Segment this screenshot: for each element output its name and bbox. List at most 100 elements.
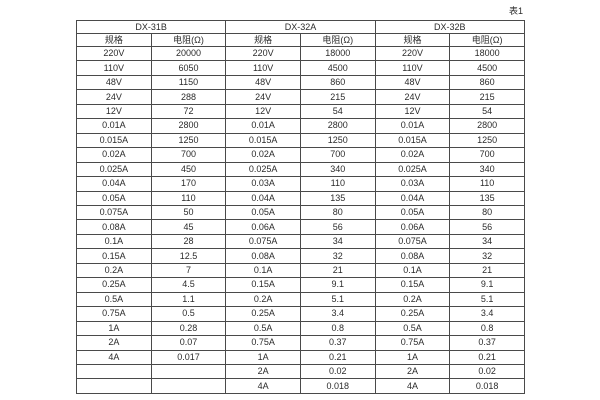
table-cell: 0.025A (225, 161, 301, 178)
table-cell: 3.4 (449, 306, 525, 322)
table-cell: 4A (374, 378, 451, 394)
table-cell: 0.015A (374, 132, 451, 149)
table-row: 0.025A 450 0.025A 340 0.025A 340 (76, 161, 525, 178)
table-cell: 860 (299, 74, 376, 91)
group-header-dx32a: DX-32A (225, 20, 376, 34)
table-cell: 0.5A (225, 320, 301, 337)
table-cell: 0.2A (225, 291, 301, 308)
table-cell: 4A (225, 378, 301, 394)
table-cell: 0.075A (374, 233, 451, 250)
table-cell: 72 (150, 103, 227, 120)
table-cell: 21 (299, 262, 376, 279)
table-cell: 0.15A (374, 277, 451, 293)
table-cell: 450 (150, 161, 227, 178)
table-row: 0.04A 170 0.03A 110 0.03A 110 (76, 176, 525, 192)
table-row: 220V 20000 220V 18000 220V 18000 (76, 45, 525, 62)
table-cell: 12V (374, 103, 451, 120)
table-cell: 2A (225, 363, 301, 380)
table-cell: 700 (449, 147, 525, 163)
table-cell: 0.07 (150, 335, 227, 351)
table-cell: 0.01A (225, 118, 301, 134)
table-cell: 45 (150, 219, 227, 235)
table-cell: 220V (374, 45, 451, 62)
table-cell: 0.5 (150, 306, 227, 322)
table-body: 220V 20000 220V 18000 220V 18000 110V 6050 110V 4… (76, 45, 525, 394)
group-header-row: DX-31B DX-32A DX-32B (75, 20, 526, 34)
table-row: 2A 0.02 2A 0.02 (76, 363, 525, 380)
table-cell: 0.02A (76, 147, 152, 163)
table-cell: 28 (150, 233, 227, 250)
table-cell: 7 (150, 262, 227, 279)
table-cell: 860 (449, 74, 525, 91)
column-header-resistance: 电阻(Ω) (299, 33, 376, 47)
table-cell: 0.05A (76, 190, 152, 207)
table-cell: 0.21 (299, 349, 376, 365)
table-cell (150, 378, 227, 394)
table-cell: 34 (449, 233, 525, 250)
table-cell: 2800 (299, 118, 376, 134)
table-cell: 288 (150, 89, 227, 105)
table-cell: 0.05A (374, 204, 451, 221)
table-cell: 12V (225, 103, 301, 120)
table-row: 0.25A 4.5 0.15A 9.1 0.15A 9.1 (76, 277, 525, 293)
table-cell: 0.1A (225, 262, 301, 279)
table-row: 0.5A 1.1 0.2A 5.1 0.2A 5.1 (76, 291, 525, 308)
table-row: 48V 1150 48V 860 48V 860 (76, 74, 525, 91)
table-cell: 0.02A (374, 147, 451, 163)
table-cell: 4.5 (150, 277, 227, 293)
resistance-spec-table: DX-31B DX-32A DX-32B 规格 电阻(Ω) 规格 电阻(Ω) 规… (75, 20, 526, 394)
table-row: 0.1A 28 0.075A 34 0.075A 34 (76, 233, 525, 250)
table-cell: 135 (299, 190, 376, 207)
table-cell: 80 (299, 204, 376, 221)
table-cell: 0.08A (225, 248, 301, 264)
table-cell: 0.025A (76, 161, 152, 178)
table-cell: 0.25A (374, 306, 451, 322)
table-cell: 56 (449, 219, 525, 235)
table-cell: 0.2A (76, 262, 152, 279)
table-cell: 4A (76, 349, 152, 365)
table-cell: 0.08A (374, 248, 451, 264)
table-cell: 54 (449, 103, 525, 120)
column-header-spec: 规格 (374, 33, 451, 47)
table-cell: 0.018 (449, 378, 525, 394)
column-header-spec: 规格 (76, 33, 152, 47)
table-cell: 0.08A (76, 219, 152, 235)
table-cell: 110V (76, 60, 152, 76)
table-cell: 24V (225, 89, 301, 105)
table-cell: 0.02 (449, 363, 525, 380)
table-row: 4A 0.017 1A 0.21 1A 0.21 (76, 349, 525, 365)
table-cell: 340 (299, 161, 376, 178)
table-cell: 0.02A (225, 147, 301, 163)
table-cell: 0.5A (76, 291, 152, 308)
table-cell: 20000 (150, 45, 227, 62)
table-cell: 34 (299, 233, 376, 250)
table-row: 0.2A 7 0.1A 21 0.1A 21 (76, 262, 525, 279)
table-cell: 12V (76, 103, 152, 120)
table-cell: 0.1A (76, 233, 152, 250)
table-cell: 5.1 (299, 291, 376, 308)
table-row: 0.15A 12.5 0.08A 32 0.08A 32 (76, 248, 525, 264)
table-cell: 2800 (150, 118, 227, 134)
table-cell (150, 363, 227, 380)
table-cell: 0.05A (225, 204, 301, 221)
table-row: 2A 0.07 0.75A 0.37 0.75A 0.37 (76, 335, 525, 351)
table-cell: 215 (299, 89, 376, 105)
table-cell: 0.03A (374, 176, 451, 192)
group-header-dx32b: DX-32B (374, 20, 526, 34)
table-cell: 0.06A (225, 219, 301, 235)
table-cell: 0.75A (76, 306, 152, 322)
table-cell: 1250 (449, 132, 525, 149)
table-cell: 0.015A (225, 132, 301, 149)
table-cell: 2A (76, 335, 152, 351)
table-cell: 0.37 (299, 335, 376, 351)
table-cell: 21 (449, 262, 525, 279)
table-cell: 0.02 (299, 363, 376, 380)
table-cell: 110V (225, 60, 301, 76)
table-cell: 0.15A (225, 277, 301, 293)
table-cell: 340 (449, 161, 525, 178)
table-row: 0.01A 2800 0.01A 2800 0.01A 2800 (76, 118, 525, 134)
table-cell: 54 (299, 103, 376, 120)
table-cell: 220V (76, 45, 152, 62)
table-cell: 0.03A (225, 176, 301, 192)
table-cell: 12.5 (150, 248, 227, 264)
